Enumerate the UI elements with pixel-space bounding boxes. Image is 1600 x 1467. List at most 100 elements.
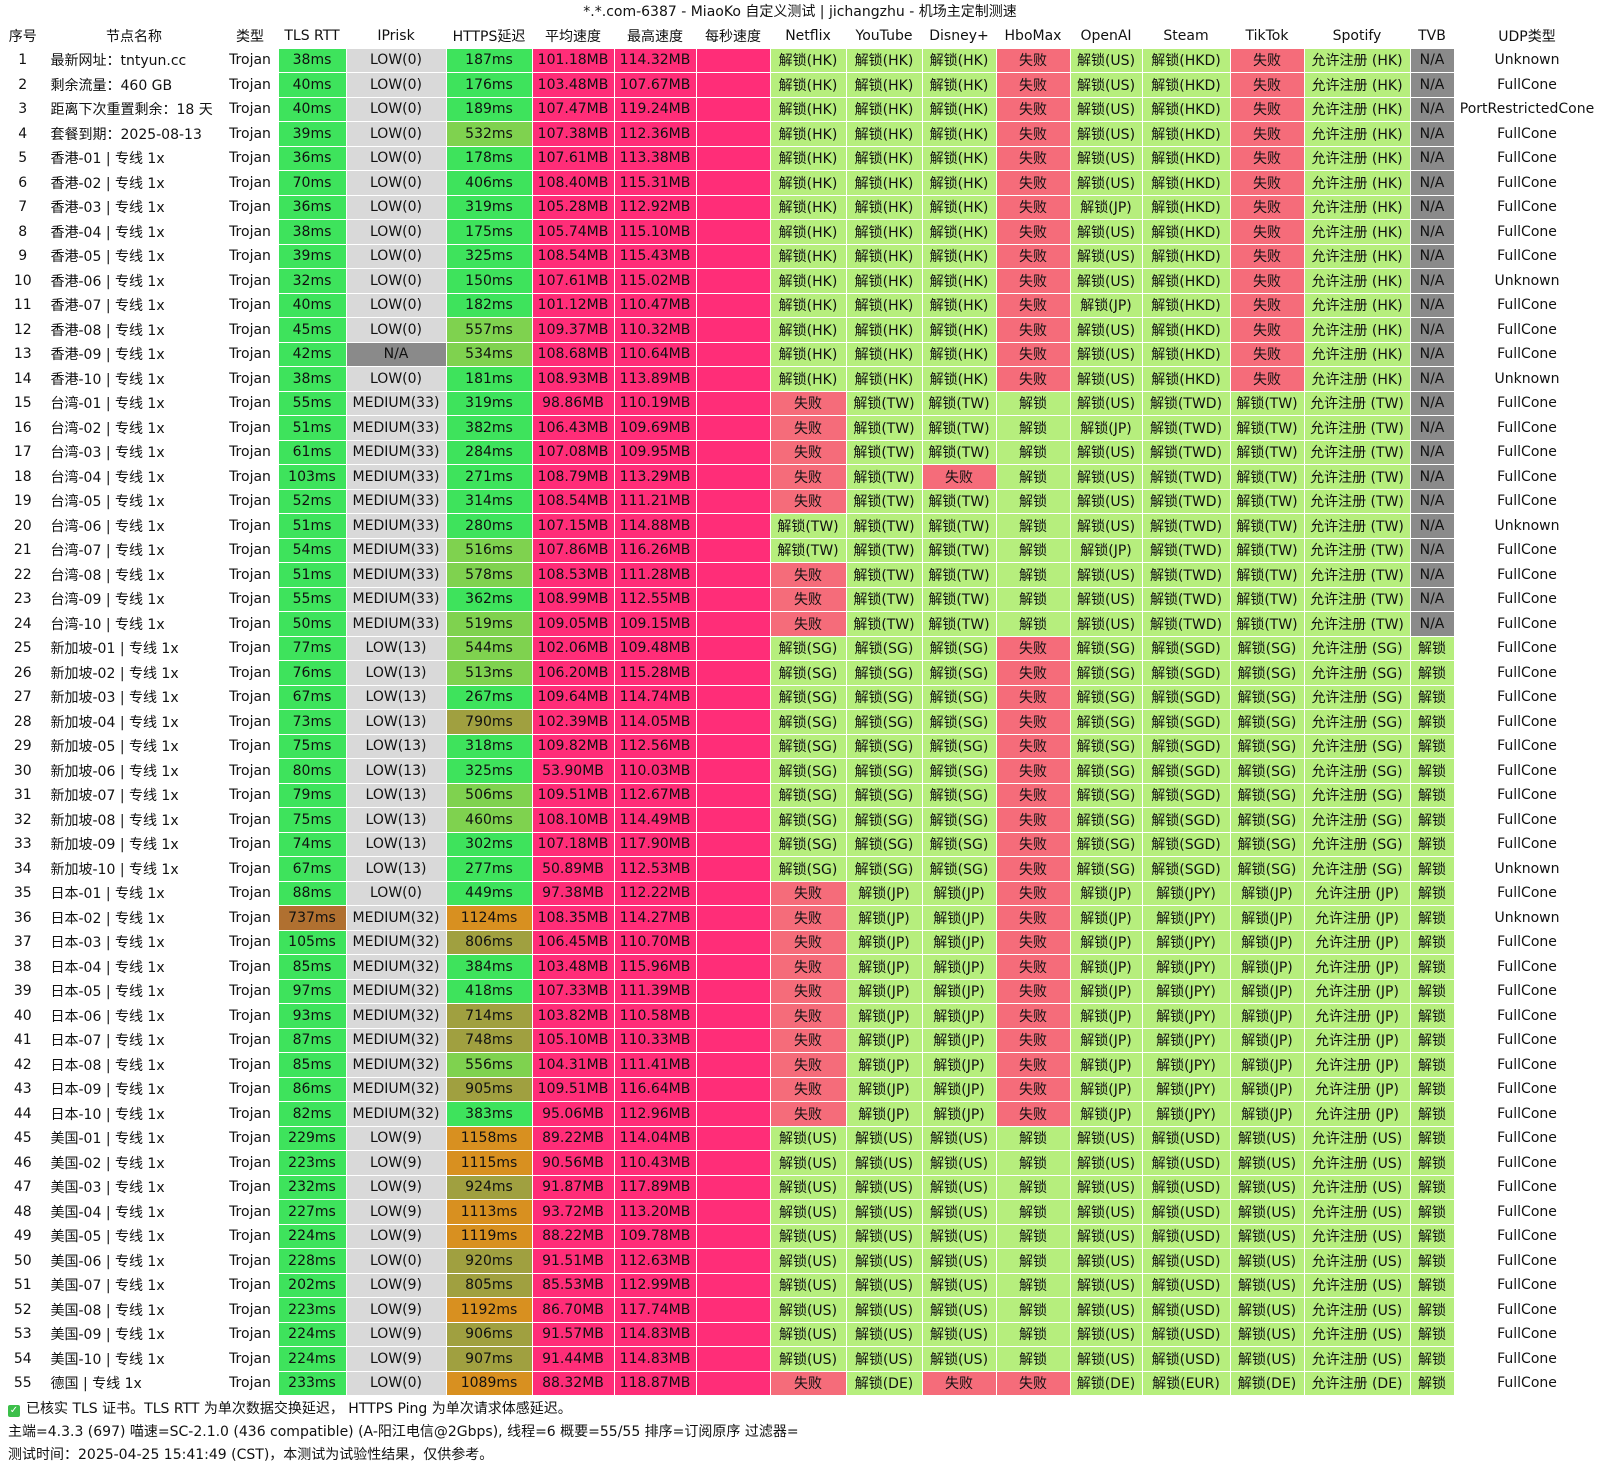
column-header[interactable]: 类型 — [222, 24, 279, 49]
table-row[interactable]: 26 新加坡-02 | 专线 1x Trojan 76ms LOW(13) 513ms 10… — [0, 660, 1600, 686]
table-row[interactable]: 29 新加坡-05 | 专线 1x Trojan 75ms LOW(13) 318ms 10… — [0, 734, 1600, 759]
table-row[interactable]: 42 日本-08 | 专线 1x Trojan 85ms MEDIUM(32) 556ms… — [0, 1052, 1600, 1078]
table-row[interactable]: 10 香港-06 | 专线 1x Trojan 32ms LOW(0) 150ms 107.… — [0, 268, 1600, 294]
column-header[interactable]: Spotify — [1304, 24, 1411, 49]
table-row[interactable]: 28 新加坡-04 | 专线 1x Trojan 73ms LOW(13) 790ms 10… — [0, 709, 1600, 735]
table-cell: LOW(9) — [346, 1175, 447, 1200]
table-row[interactable]: 8 香港-04 | 专线 1x Trojan 38ms LOW(0) 175ms 105.7… — [0, 219, 1600, 245]
table-row[interactable]: 13 香港-09 | 专线 1x Trojan 42ms N/A 534ms 108.68M… — [0, 342, 1600, 367]
table-row[interactable]: 34 新加坡-10 | 专线 1x Trojan 67ms LOW(13) 277ms 50… — [0, 856, 1600, 882]
table-row[interactable]: 54 美国-10 | 专线 1x Trojan 224ms LOW(9) 907ms 91.… — [0, 1346, 1600, 1372]
table-row[interactable]: 27 新加坡-03 | 专线 1x Trojan 67ms LOW(13) 267ms 10… — [0, 685, 1600, 710]
column-header[interactable]: 序号 — [0, 24, 47, 49]
table-row[interactable]: 46 美国-02 | 专线 1x Trojan 223ms LOW(9) 1115ms 90… — [0, 1150, 1600, 1176]
table-cell: 允许注册 (TW) — [1304, 440, 1411, 465]
table-row[interactable]: 9 香港-05 | 专线 1x Trojan 39ms LOW(0) 325ms 108.5… — [0, 244, 1600, 269]
table-cell: 107.61MB — [532, 268, 615, 294]
column-header[interactable]: IPrisk — [346, 24, 447, 49]
column-header[interactable]: OpenAI — [1070, 24, 1143, 49]
table-row[interactable]: 20 台湾-06 | 专线 1x Trojan 51ms MEDIUM(33) 280ms… — [0, 513, 1600, 539]
table-cell: 解锁 — [996, 391, 1071, 416]
column-header[interactable]: YouTube — [846, 24, 923, 49]
table-cell: 失败 — [1230, 317, 1305, 343]
table-row[interactable]: 16 台湾-02 | 专线 1x Trojan 51ms MEDIUM(33) 382ms… — [0, 415, 1600, 441]
table-row[interactable]: 48 美国-04 | 专线 1x Trojan 227ms LOW(9) 1113ms 93… — [0, 1199, 1600, 1225]
table-row[interactable]: 11 香港-07 | 专线 1x Trojan 40ms LOW(0) 182ms 101.… — [0, 293, 1600, 318]
table-row[interactable]: 35 日本-01 | 专线 1x Trojan 88ms LOW(0) 449ms 97.3… — [0, 881, 1600, 906]
column-header[interactable]: Steam — [1142, 24, 1231, 49]
table-cell: 解锁(US) — [922, 1199, 997, 1225]
table-row[interactable]: 39 日本-05 | 专线 1x Trojan 97ms MEDIUM(32) 418ms… — [0, 979, 1600, 1004]
column-header[interactable]: 节点名称 — [46, 24, 223, 49]
table-cell: 香港-03 | 专线 1x — [46, 195, 223, 220]
table-cell: 解锁(JP) — [1230, 954, 1305, 980]
table-row[interactable]: 7 香港-03 | 专线 1x Trojan 36ms LOW(0) 319ms 105.2… — [0, 195, 1600, 220]
table-row[interactable]: 49 美国-05 | 专线 1x Trojan 224ms LOW(9) 1119ms 88… — [0, 1224, 1600, 1249]
table-cell: 日本-09 | 专线 1x — [46, 1077, 223, 1102]
table-row[interactable]: 30 新加坡-06 | 专线 1x Trojan 80ms LOW(13) 325ms 53… — [0, 758, 1600, 784]
table-row[interactable]: 25 新加坡-01 | 专线 1x Trojan 77ms LOW(13) 544ms 10… — [0, 636, 1600, 661]
table-row[interactable]: 4 套餐到期：2025-08-13 Trojan 39ms LOW(0) 532ms 107… — [0, 121, 1600, 147]
table-cell: 解锁 — [996, 1273, 1071, 1298]
footer-text-1: 已核实 TLS 证书。TLS RTT 为单次数据交换延迟， HTTPS Ping… — [26, 1401, 572, 1417]
column-header[interactable]: TLS RTT — [278, 24, 347, 49]
column-header[interactable]: HTTPS延迟 — [446, 24, 533, 49]
table-cell: 台湾-10 | 专线 1x — [46, 611, 223, 637]
table-row[interactable]: 14 香港-10 | 专线 1x Trojan 38ms LOW(0) 181ms 108.… — [0, 366, 1600, 392]
table-cell: 920ms — [446, 1248, 533, 1274]
column-header[interactable]: Netflix — [770, 24, 847, 49]
table-row[interactable]: 44 日本-10 | 专线 1x Trojan 82ms MEDIUM(32) 383ms… — [0, 1101, 1600, 1127]
column-header[interactable]: 平均速度 — [532, 24, 615, 49]
table-cell: Trojan — [222, 48, 279, 73]
table-cell: 110.19MB — [614, 391, 697, 416]
table-row[interactable]: 45 美国-01 | 专线 1x Trojan 229ms LOW(9) 1158ms 89… — [0, 1126, 1600, 1151]
table-row[interactable]: 1 最新网址：tntyun.cc Trojan 38ms LOW(0) 187ms 101.… — [0, 48, 1600, 73]
table-cell: MEDIUM(33) — [346, 489, 447, 514]
table-cell: 解锁(TW) — [846, 513, 923, 539]
table-cell: Trojan — [222, 1028, 279, 1053]
table-cell: 109.05MB — [532, 611, 615, 637]
table-row[interactable]: 22 台湾-08 | 专线 1x Trojan 51ms MEDIUM(33) 578ms… — [0, 562, 1600, 588]
table-row[interactable]: 33 新加坡-09 | 专线 1x Trojan 74ms LOW(13) 302ms 10… — [0, 832, 1600, 857]
table-cell: 允许注册 (HK) — [1304, 48, 1411, 73]
table-row[interactable]: 3 距离下次重置剩余：18 天 Trojan 40ms LOW(0) 189ms 107.4… — [0, 97, 1600, 122]
table-row[interactable]: 38 日本-04 | 专线 1x Trojan 85ms MEDIUM(32) 384ms… — [0, 954, 1600, 980]
column-header[interactable]: TikTok — [1230, 24, 1305, 49]
table-row[interactable]: 43 日本-09 | 专线 1x Trojan 86ms MEDIUM(32) 905ms… — [0, 1077, 1600, 1102]
table-cell: 解锁(JP) — [922, 881, 997, 906]
table-row[interactable]: 41 日本-07 | 专线 1x Trojan 87ms MEDIUM(32) 748ms… — [0, 1028, 1600, 1053]
table-row[interactable]: 12 香港-08 | 专线 1x Trojan 45ms LOW(0) 557ms 109.… — [0, 317, 1600, 343]
column-header[interactable]: 每秒速度 — [696, 24, 771, 49]
table-row[interactable]: 6 香港-02 | 专线 1x Trojan 70ms LOW(0) 406ms 108.4… — [0, 170, 1600, 196]
table-row[interactable]: 51 美国-07 | 专线 1x Trojan 202ms LOW(9) 805ms 85.… — [0, 1273, 1600, 1298]
table-row[interactable]: 19 台湾-05 | 专线 1x Trojan 52ms MEDIUM(33) 314ms… — [0, 489, 1600, 514]
table-row[interactable]: 50 美国-06 | 专线 1x Trojan 228ms LOW(0) 920ms 91.… — [0, 1248, 1600, 1274]
table-cell: 280ms — [446, 513, 533, 539]
column-header[interactable]: UDP类型 — [1454, 24, 1600, 49]
table-row[interactable]: 31 新加坡-07 | 专线 1x Trojan 79ms LOW(13) 506ms 10… — [0, 783, 1600, 808]
table-row[interactable]: 55 德国 | 专线 1x Trojan 233ms LOW(0) 1089ms 88.32… — [0, 1371, 1600, 1396]
table-row[interactable]: 40 日本-06 | 专线 1x Trojan 93ms MEDIUM(32) 714ms… — [0, 1003, 1600, 1029]
table-row[interactable]: 24 台湾-10 | 专线 1x Trojan 50ms MEDIUM(33) 519ms… — [0, 611, 1600, 637]
table-cell: 14 — [0, 366, 47, 392]
column-header[interactable]: TVB — [1410, 24, 1455, 49]
table-row[interactable]: 53 美国-09 | 专线 1x Trojan 224ms LOW(9) 906ms 91.… — [0, 1322, 1600, 1347]
table-row[interactable]: 5 香港-01 | 专线 1x Trojan 36ms LOW(0) 178ms 107.6… — [0, 146, 1600, 171]
table-cell: FullCone — [1454, 1273, 1600, 1298]
table-row[interactable]: 36 日本-02 | 专线 1x Trojan 737ms MEDIUM(32) 1124… — [0, 905, 1600, 931]
table-row[interactable]: 21 台湾-07 | 专线 1x Trojan 54ms MEDIUM(33) 516ms… — [0, 538, 1600, 563]
table-cell — [696, 1101, 771, 1127]
table-row[interactable]: 23 台湾-09 | 专线 1x Trojan 55ms MEDIUM(33) 362ms… — [0, 587, 1600, 612]
table-row[interactable]: 15 台湾-01 | 专线 1x Trojan 55ms MEDIUM(33) 319ms… — [0, 391, 1600, 416]
column-header[interactable]: Disney+ — [922, 24, 997, 49]
table-row[interactable]: 2 剩余流量：460 GB Trojan 40ms LOW(0) 176ms 103.48M… — [0, 72, 1600, 98]
table-row[interactable]: 47 美国-03 | 专线 1x Trojan 232ms LOW(9) 924ms 91.… — [0, 1175, 1600, 1200]
column-header[interactable]: 最高速度 — [614, 24, 697, 49]
table-row[interactable]: 18 台湾-04 | 专线 1x Trojan 103ms MEDIUM(33) 271m… — [0, 464, 1600, 490]
table-cell: 解锁 — [996, 440, 1071, 465]
table-row[interactable]: 32 新加坡-08 | 专线 1x Trojan 75ms LOW(13) 460ms 10… — [0, 807, 1600, 833]
table-row[interactable]: 52 美国-08 | 专线 1x Trojan 223ms LOW(9) 1192ms 86… — [0, 1297, 1600, 1323]
table-row[interactable]: 37 日本-03 | 专线 1x Trojan 105ms MEDIUM(32) 806m… — [0, 930, 1600, 955]
column-header[interactable]: HboMax — [996, 24, 1071, 49]
table-row[interactable]: 17 台湾-03 | 专线 1x Trojan 61ms MEDIUM(33) 284ms… — [0, 440, 1600, 465]
